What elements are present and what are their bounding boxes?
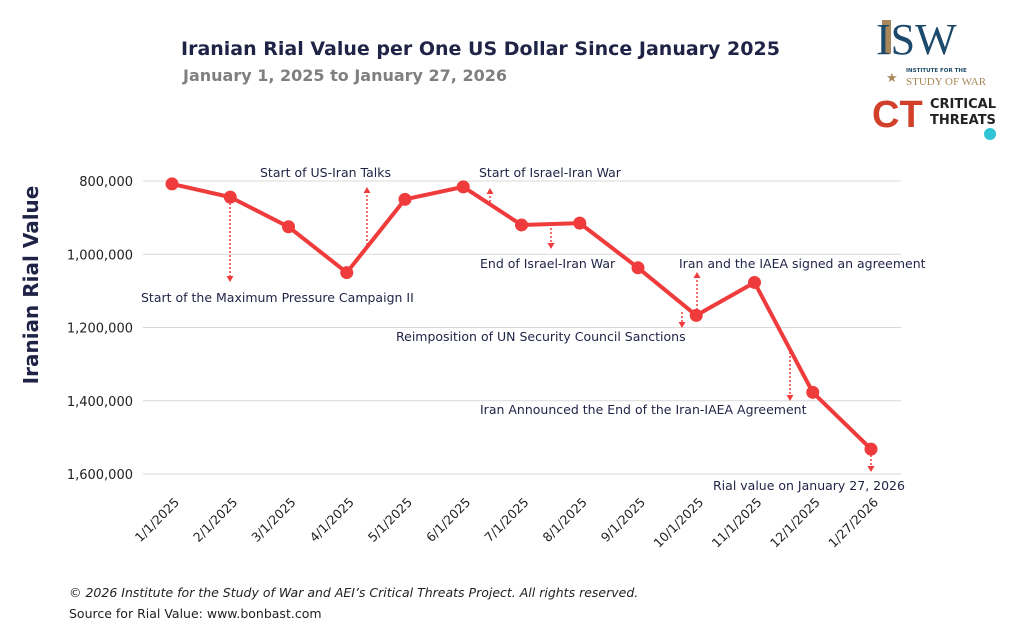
chart-subtitle: January 1, 2025 to January 27, 2026 <box>183 66 507 85</box>
annotation-arrowhead <box>486 188 494 194</box>
annotation-label: Iran and the IAEA signed an agreement <box>679 256 926 271</box>
x-tick-label: 5/1/2025 <box>365 495 415 545</box>
x-tick-label: 2/1/2025 <box>190 495 240 545</box>
annotation-arrowhead <box>226 276 234 282</box>
annotation-arrowhead <box>678 322 686 328</box>
data-point <box>165 177 179 191</box>
ct-logo-mark: CT <box>872 94 923 136</box>
annotation-label: Start of the Maximum Pressure Campaign I… <box>141 290 414 305</box>
y-tick-label: 1,000,000 <box>67 248 133 263</box>
y-tick-label: 1,600,000 <box>67 468 133 483</box>
annotation-arrowhead <box>786 395 794 401</box>
annotation-arrowhead <box>547 243 555 249</box>
data-point <box>223 190 237 204</box>
annotation-label: Start of US-Iran Talks <box>260 165 391 180</box>
copyright-note: © 2026 Institute for the Study of War an… <box>69 585 639 600</box>
annotation-label: Iran Announced the End of the Iran-IAEA … <box>480 402 807 417</box>
annotation-arrowhead <box>867 466 875 472</box>
x-tick-label: 3/1/2025 <box>248 495 298 545</box>
annotation-label: End of Israel-Iran War <box>480 256 616 271</box>
annotation-label: Start of Israel-Iran War <box>479 165 622 180</box>
x-tick-label: 12/1/2025 <box>767 495 823 551</box>
data-point <box>573 216 587 230</box>
isw-logo-bar <box>882 20 891 54</box>
x-tick-label: 8/1/2025 <box>540 495 590 545</box>
data-point <box>806 385 820 399</box>
annotation-label: Reimposition of UN Security Council Sanc… <box>396 329 686 344</box>
annotation-arrowhead <box>693 272 701 278</box>
ct-line1: CRITICAL <box>930 97 996 112</box>
star-icon: ★ <box>886 71 898 86</box>
y-tick-label: 1,200,000 <box>67 322 133 337</box>
data-point <box>631 261 645 275</box>
y-tick-label: 800,000 <box>79 175 133 190</box>
isw-logo-mark: ISW <box>876 15 957 64</box>
annotation-label: Rial value on January 27, 2026 <box>713 478 905 493</box>
x-tick-label: 1/1/2025 <box>132 495 182 545</box>
data-point <box>398 192 412 206</box>
x-tick-label: 4/1/2025 <box>307 495 357 545</box>
x-tick-label: 6/1/2025 <box>423 495 473 545</box>
x-tick-label: 1/27/2026 <box>825 494 881 550</box>
ct-dot <box>984 128 996 140</box>
isw-ct-logo: ISW ★ INSTITUTE FOR THE STUDY OF WAR CT … <box>872 15 996 140</box>
annotation-arrowhead <box>363 187 371 193</box>
data-point <box>282 220 295 234</box>
isw-tagline-top: INSTITUTE FOR THE <box>906 68 967 74</box>
x-tick-label: 9/1/2025 <box>598 495 648 545</box>
data-point <box>748 275 761 289</box>
data-point <box>456 180 470 194</box>
ct-line2: THREATS <box>930 113 996 128</box>
x-tick-label: 10/1/2025 <box>650 495 706 551</box>
source-note: Source for Rial Value: www.bonbast.com <box>69 606 322 621</box>
x-tick-label: 11/1/2025 <box>709 495 765 551</box>
isw-tagline-bottom: STUDY OF WAR <box>906 76 987 88</box>
x-tick-label: 7/1/2025 <box>481 495 531 545</box>
data-point <box>864 442 878 456</box>
data-point <box>515 218 528 232</box>
data-point <box>340 266 354 280</box>
data-point <box>689 308 703 322</box>
y-axis-label: Iranian Rial Value <box>19 186 43 385</box>
chart-title: Iranian Rial Value per One US Dollar Sin… <box>181 38 780 60</box>
y-tick-label: 1,400,000 <box>67 395 133 410</box>
